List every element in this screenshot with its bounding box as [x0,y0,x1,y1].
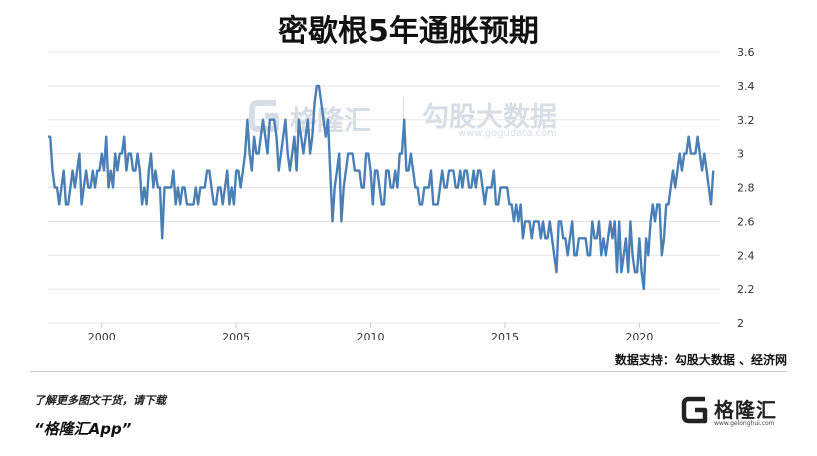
line-chart: 2 2.2 2.4 2.6 2.8 3 3.2 3.4 3.6 2000 2005 2010 2015… [48,46,755,340]
chart-title: 密歇根5年通胀预期 [278,14,539,49]
y-tick-label: 3.4 [737,80,755,93]
brand-logo-icon [681,396,708,424]
y-tick-label: 2.6 [737,215,755,228]
x-tick-label: 2015 [491,331,519,340]
source-note: 数据支持：勾股大数据 、经济网 [614,353,787,367]
y-tick-label: 3 [737,148,744,161]
y-tick-label: 2.4 [737,249,755,262]
divider [30,371,787,372]
y-tick-label: 2 [737,317,744,330]
brand-url: www.gelonghui.com [714,420,775,427]
y-tick-label: 3.6 [737,46,755,59]
series-line [48,84,715,291]
x-axis: 2000 2005 2010 2015 2020 [88,323,653,340]
y-tick-label: 3.2 [737,114,755,127]
promo-text: 了解更多图文干货，请下载 [34,394,166,407]
grid-lines [48,51,720,324]
app-name: “格隆汇App” [34,420,132,438]
x-tick-label: 2020 [625,331,653,340]
y-axis: 2 2.2 2.4 2.6 2.8 3 3.2 3.4 3.6 [737,46,755,330]
x-tick-label: 2010 [357,331,385,340]
x-tick-label: 2000 [88,331,116,340]
brand-logo: 格隆汇 www.gelonghui.com [680,392,790,432]
y-tick-label: 2.8 [737,182,755,195]
y-tick-label: 2.2 [737,283,755,296]
brand-name: 格隆汇 [714,398,777,422]
x-tick-label: 2005 [222,331,250,340]
